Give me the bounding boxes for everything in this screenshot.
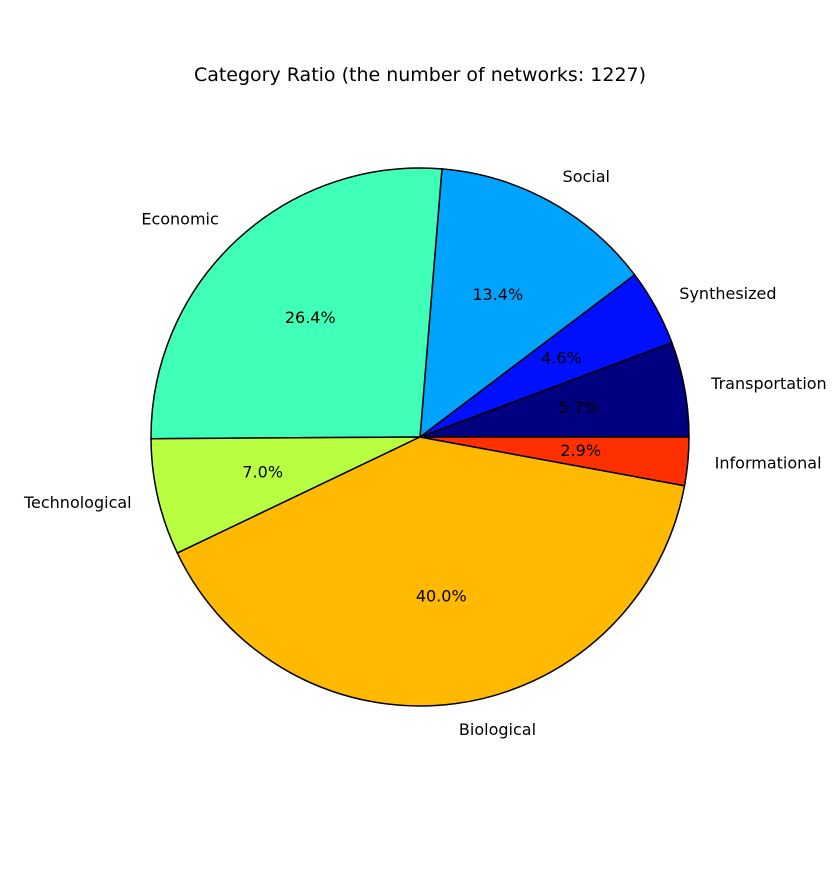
pie-slices — [150, 167, 690, 707]
pie-slice-social — [419, 168, 636, 438]
pie-percent-biological: 40.0% — [416, 587, 467, 606]
pie-percent-labels: 5.7% 4.6% 13.4% 26.4% 7.0% 40.0% 2.9% — [242, 285, 601, 605]
pie-label-economic: Economic — [141, 210, 218, 229]
pie-label-social: Social — [563, 167, 610, 186]
pie-percent-synthesized: 4.6% — [541, 349, 582, 368]
pie-percent-informational: 2.9% — [560, 441, 601, 460]
pie-label-synthesized: Synthesized — [679, 284, 776, 303]
pie-label-technological: Technological — [23, 493, 132, 512]
pie-percent-technological: 7.0% — [242, 463, 283, 482]
pie-labels: Transportation Synthesized Social Economic T… — [23, 167, 827, 739]
pie-label-transportation: Transportation — [710, 374, 827, 393]
pie-percent-social: 13.4% — [472, 285, 523, 304]
pie-slice-economic — [150, 167, 443, 440]
pie-percent-transportation: 5.7% — [558, 398, 599, 417]
pie-slice-technological — [150, 436, 421, 554]
pie-label-informational: Informational — [715, 453, 822, 472]
pie-slice-biological — [176, 436, 686, 707]
pie-percent-economic: 26.4% — [285, 308, 336, 327]
chart-title: Category Ratio (the number of networks: … — [194, 64, 646, 86]
pie-label-biological: Biological — [459, 720, 536, 739]
pie-slice-informational — [419, 436, 690, 487]
